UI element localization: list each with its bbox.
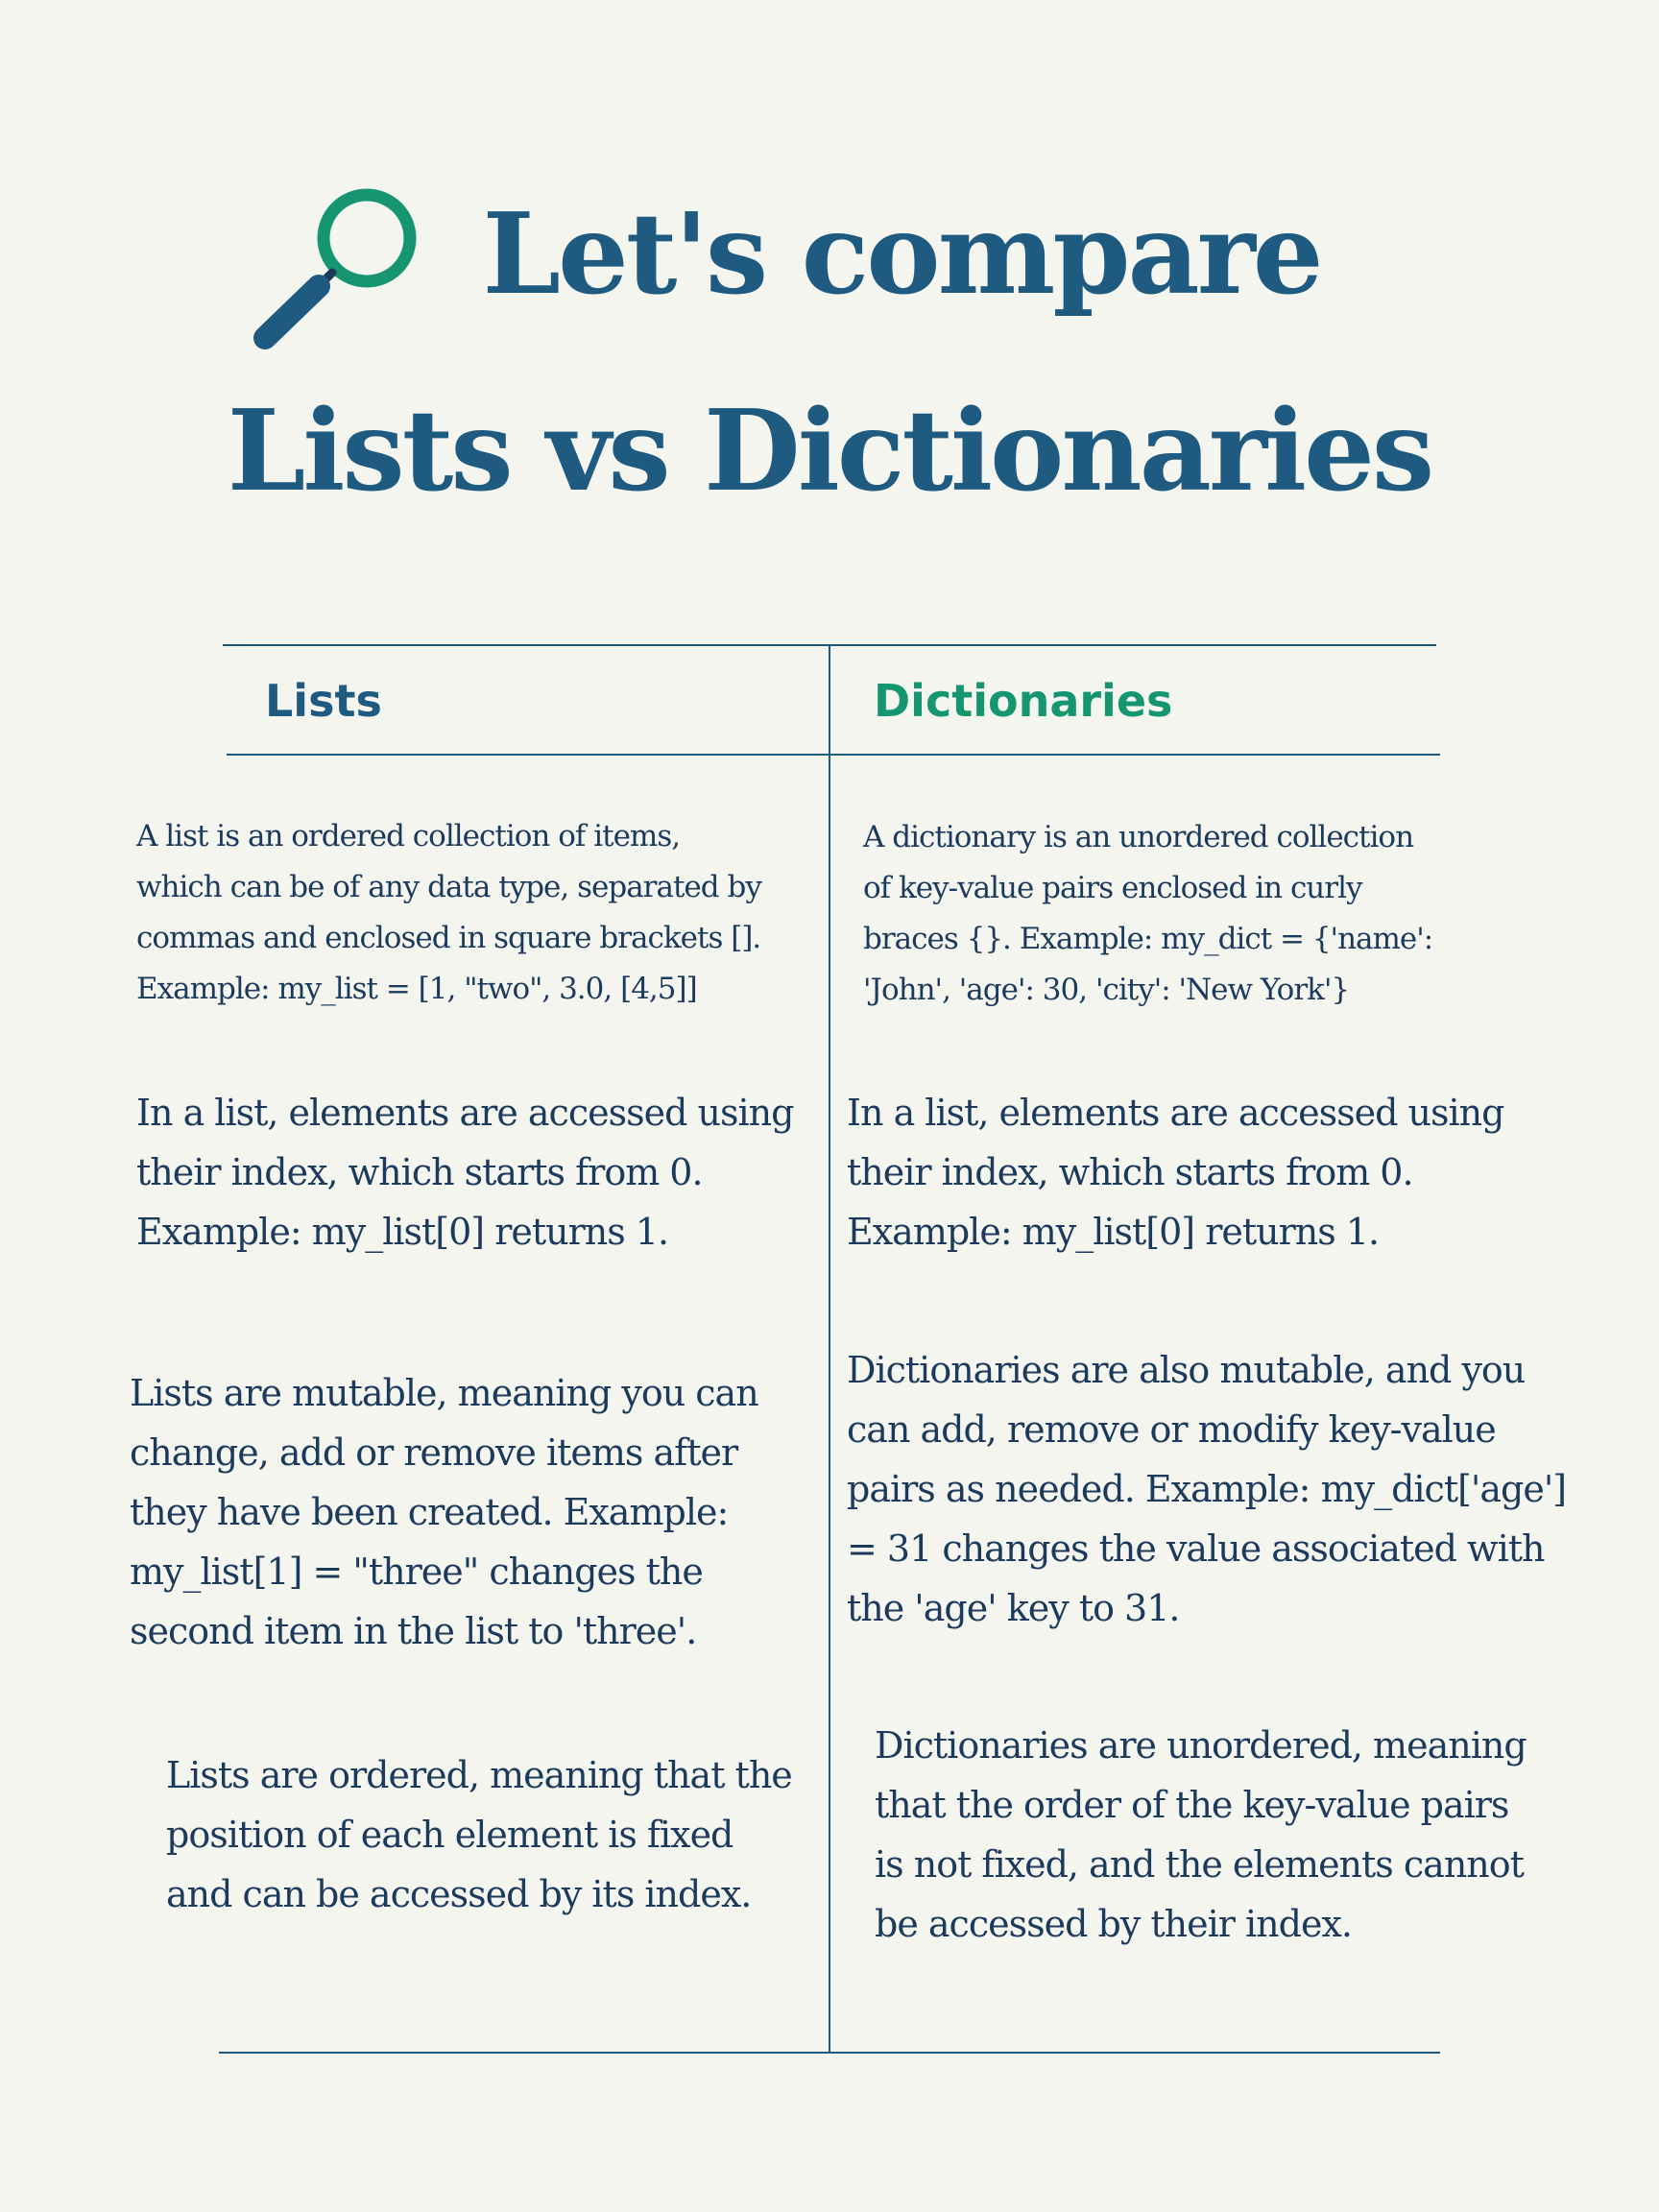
dictionaries-access: In a list, elements are accessed using t… <box>847 1092 1504 1253</box>
page-title-line1: Let's compare <box>482 189 1323 320</box>
dictionaries-ordering: Dictionaries are unordered, meaning that… <box>875 1724 1527 1945</box>
column-divider <box>829 644 830 2054</box>
column-header-lists: Lists <box>265 675 382 727</box>
magnifying-glass-icon <box>253 188 417 349</box>
column-header-dictionaries: Dictionaries <box>874 675 1173 727</box>
lists-definition: A list is an ordered collection of items… <box>136 819 762 1006</box>
lists-access: In a list, elements are accessed using t… <box>136 1092 794 1253</box>
page-title-line2: Lists vs Dictionaries <box>227 386 1434 517</box>
dictionaries-definition: A dictionary is an unordered collection … <box>863 820 1433 1007</box>
dictionaries-mutability: Dictionaries are also mutable, and you c… <box>847 1349 1567 1629</box>
lists-mutability: Lists are mutable, meaning you can chang… <box>130 1372 759 1652</box>
lists-ordering: Lists are ordered, meaning that the posi… <box>166 1754 793 1915</box>
header-bottom-rule <box>227 754 1440 756</box>
